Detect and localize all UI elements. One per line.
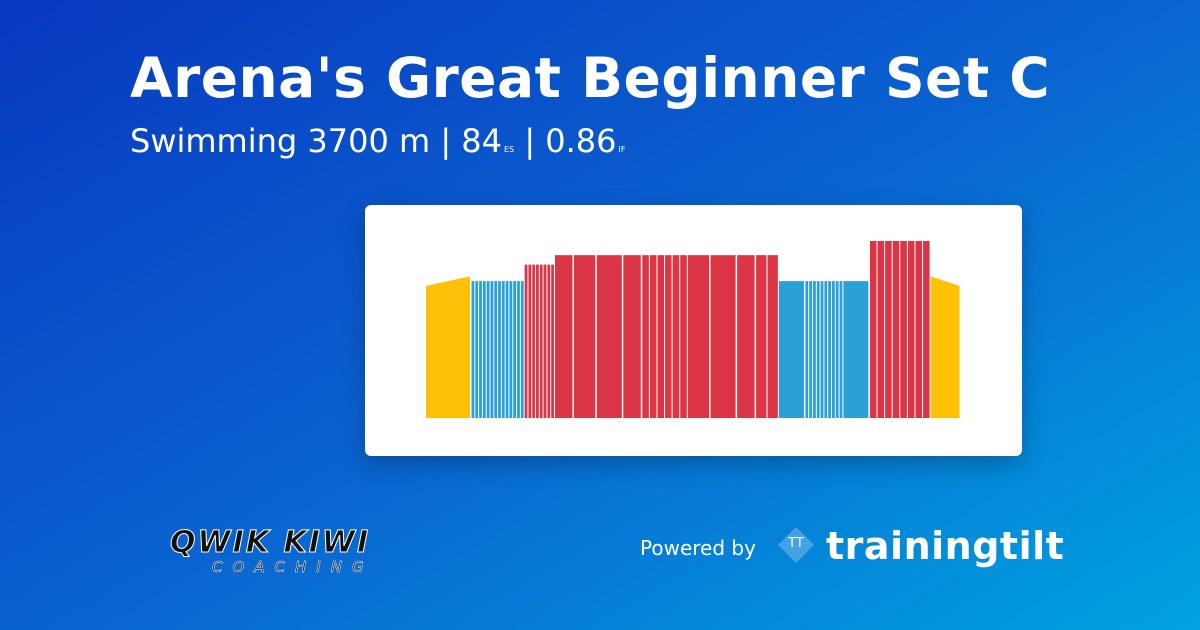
interval-bar <box>573 255 596 418</box>
interval-bar <box>809 281 813 418</box>
separator: | <box>440 122 452 160</box>
interval-bar <box>843 281 869 418</box>
interval-bar <box>520 281 524 418</box>
interval-bar <box>479 281 482 418</box>
interval-bar <box>490 281 494 418</box>
interval-bar <box>494 281 498 418</box>
interval-bar <box>877 241 885 418</box>
summary: Swimming 3700 m <box>130 122 431 160</box>
interval-bar <box>710 255 736 418</box>
subtitle: Swimming 3700 m | 84 ES | 0.86 IF <box>130 122 625 160</box>
chart-card <box>365 205 1022 456</box>
powered-by: Powered by <box>640 536 756 560</box>
interval-bar <box>839 281 843 418</box>
interval-bar <box>900 241 907 418</box>
es-label: ES <box>504 145 515 154</box>
interval-bar <box>778 281 804 418</box>
interval-bar <box>820 281 824 418</box>
interval-bar <box>513 281 517 418</box>
interval-bar <box>596 255 622 418</box>
interval-bar <box>539 264 543 418</box>
interval-bar <box>509 281 513 418</box>
interval-bar <box>524 264 528 418</box>
interval-bar <box>828 281 831 418</box>
interval-bar <box>824 281 828 418</box>
interval-bar <box>498 281 501 418</box>
interval-bar <box>528 264 532 418</box>
interval-bar <box>885 241 892 418</box>
brand-icon-shape <box>778 527 814 563</box>
brand-icon: TT <box>778 527 814 563</box>
interval-bar <box>555 255 573 418</box>
interval-bar <box>813 281 816 418</box>
interval-bar <box>737 255 755 418</box>
interval-bar <box>767 255 778 418</box>
interval-bar <box>547 264 551 418</box>
interval-bar <box>805 281 809 418</box>
interval-bar <box>543 264 547 418</box>
es-value: 84 <box>461 122 502 160</box>
interval-bar <box>532 264 536 418</box>
chart <box>426 241 960 418</box>
separator: | <box>524 122 536 160</box>
interval-bar <box>657 255 665 418</box>
title: Arena's Great Beginner Set C <box>130 46 1051 110</box>
interval-bar <box>551 264 555 418</box>
interval-bar <box>623 255 641 418</box>
interval-bar <box>915 241 923 418</box>
ramp-bar <box>426 276 471 418</box>
if-value: 0.86 <box>545 122 617 160</box>
interval-bar <box>471 281 475 418</box>
interval-bar <box>517 281 520 418</box>
interval-bar <box>907 241 915 418</box>
interval-bar <box>923 241 930 418</box>
logo-text: QWIK KIWI <box>169 525 371 561</box>
interval-bar <box>505 281 509 418</box>
interval-bar <box>649 255 657 418</box>
interval-bar <box>835 281 839 418</box>
interval-bar <box>892 241 900 418</box>
ramp-bar <box>930 276 960 418</box>
interval-bar <box>642 255 649 418</box>
interval-bar <box>672 255 680 418</box>
brand-icon-text: TT <box>788 536 804 551</box>
if-label: IF <box>618 145 626 154</box>
interval-bar <box>869 241 877 418</box>
interval-bar <box>482 281 486 418</box>
interval-bar <box>680 255 687 418</box>
interval-bar <box>831 281 835 418</box>
interval-bar <box>756 255 767 418</box>
interval-bar <box>665 255 672 418</box>
interval-bar <box>687 255 710 418</box>
interval-bar <box>501 281 505 418</box>
logo-subtext: COACHING <box>212 558 374 577</box>
interval-bar <box>536 264 539 418</box>
interval-bar <box>486 281 490 418</box>
brand: trainingtilt <box>826 524 1065 568</box>
interval-bar <box>816 281 820 418</box>
interval-bar <box>475 281 479 418</box>
